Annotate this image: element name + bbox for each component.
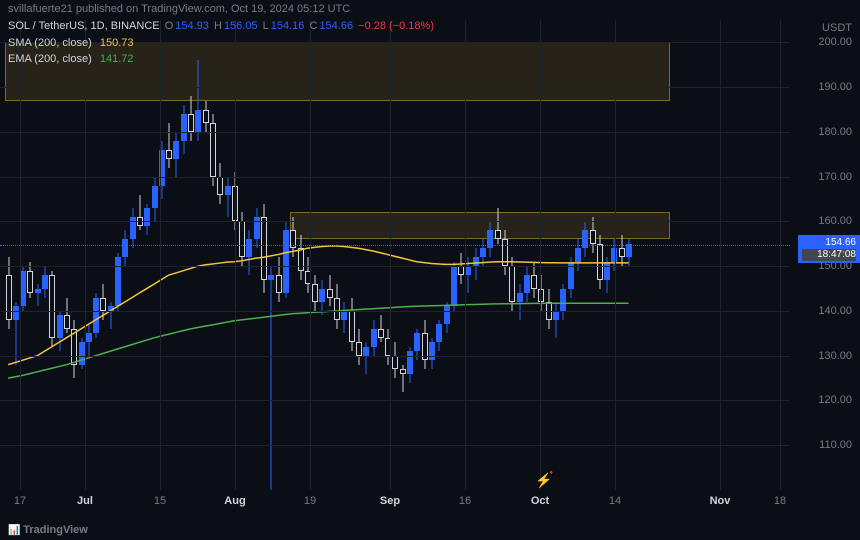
gridline bbox=[0, 400, 790, 401]
vgridline bbox=[540, 20, 541, 490]
ohlc-change: −0.28 (−0.18%) bbox=[358, 20, 434, 32]
y-tick-label: 190.00 bbox=[818, 81, 852, 93]
vgridline bbox=[85, 20, 86, 490]
ohlc-high: 156.05 bbox=[224, 20, 258, 32]
tradingview-logo: TradingView bbox=[8, 524, 88, 536]
x-tick-label: Sep bbox=[380, 495, 400, 507]
ohlc-low: 154.16 bbox=[271, 20, 305, 32]
gridline bbox=[0, 445, 790, 446]
price-tag-value: 154.66 bbox=[802, 237, 856, 249]
y-tick-label: 160.00 bbox=[818, 215, 852, 227]
ohlc-close: 154.66 bbox=[319, 20, 353, 32]
ema-value: 141.72 bbox=[100, 53, 134, 65]
gridline bbox=[0, 221, 790, 222]
x-tick-label: Aug bbox=[224, 495, 245, 507]
ohlc-open: 154.93 bbox=[175, 20, 209, 32]
symbol-info: SOL / TetherUS, 1D, BINANCE O154.93 H156… bbox=[8, 18, 436, 68]
lightning-icon[interactable]: ⚡ bbox=[535, 472, 551, 488]
gridline bbox=[0, 177, 790, 178]
candlestick-chart[interactable] bbox=[0, 20, 790, 490]
quote-currency: USDT bbox=[822, 22, 852, 34]
pair-label: SOL / TetherUS, 1D, BINANCE bbox=[8, 20, 160, 32]
vgridline bbox=[720, 20, 721, 490]
vgridline bbox=[390, 20, 391, 490]
current-price-line bbox=[0, 245, 790, 246]
sma-value: 150.73 bbox=[100, 37, 134, 49]
y-tick-label: 140.00 bbox=[818, 305, 852, 317]
y-tick-label: 170.00 bbox=[818, 171, 852, 183]
gridline bbox=[0, 132, 790, 133]
x-tick-label: 17 bbox=[14, 495, 26, 507]
gridline bbox=[0, 356, 790, 357]
price-tag-countdown: 18:47:08 bbox=[802, 249, 856, 261]
x-tick-label: Oct bbox=[531, 495, 549, 507]
price-axis[interactable]: 200.00190.00180.00170.00160.00150.00140.… bbox=[790, 20, 860, 490]
vgridline bbox=[235, 20, 236, 490]
publish-header: svillafuerte21 published on TradingView.… bbox=[0, 0, 860, 18]
time-axis[interactable]: 17 Jul 15 Aug 19 Sep 16 Oct 14 Nov 18 bbox=[0, 495, 790, 515]
gridline bbox=[0, 266, 790, 267]
y-tick-label: 130.00 bbox=[818, 350, 852, 362]
vgridline bbox=[615, 20, 616, 490]
x-tick-label: 14 bbox=[609, 495, 621, 507]
y-tick-label: 180.00 bbox=[818, 126, 852, 138]
x-tick-label: Jul bbox=[77, 495, 93, 507]
vgridline bbox=[310, 20, 311, 490]
vgridline bbox=[160, 20, 161, 490]
x-tick-label: 15 bbox=[154, 495, 166, 507]
price-tag: 154.6618:47:08 bbox=[798, 235, 860, 263]
vgridline bbox=[20, 20, 21, 490]
gridline bbox=[0, 87, 790, 88]
vgridline bbox=[465, 20, 466, 490]
x-tick-label: 16 bbox=[459, 495, 471, 507]
x-tick-label: Nov bbox=[710, 495, 731, 507]
supply-zone[interactable] bbox=[290, 212, 670, 239]
y-tick-label: 120.00 bbox=[818, 394, 852, 406]
vgridline bbox=[780, 20, 781, 490]
x-tick-label: 18 bbox=[774, 495, 786, 507]
x-tick-label: 19 bbox=[304, 495, 316, 507]
gridline bbox=[0, 311, 790, 312]
y-tick-label: 200.00 bbox=[818, 36, 852, 48]
y-tick-label: 110.00 bbox=[819, 439, 852, 451]
